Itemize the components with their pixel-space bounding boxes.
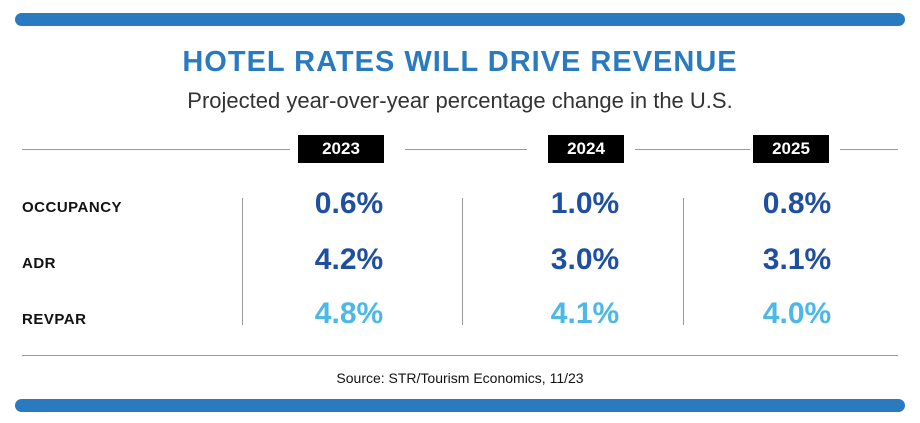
column-divider [462,198,463,325]
top-accent-bar [15,13,905,26]
header-divider [405,149,527,150]
chart-subtitle: Projected year-over-year percentage chan… [187,88,733,113]
header-divider [635,149,750,150]
value-adr-2024: 3.0% [550,243,620,276]
value-occupancy-2023: 0.6% [314,187,384,220]
row-label-occupancy: OCCUPANCY [22,199,123,216]
year-header-2024: 2024 [548,135,624,163]
column-divider [242,198,243,325]
row-label-adr: ADR [22,255,56,272]
column-divider [683,198,684,325]
value-revpar-2025: 4.0% [762,297,832,330]
year-header-2023: 2023 [298,135,384,163]
value-adr-2023: 4.2% [314,243,384,276]
value-revpar-2024: 4.1% [550,297,620,330]
source-note: Source: STR/Tourism Economics, 11/23 [336,370,584,386]
header-divider [840,149,898,150]
value-occupancy-2024: 1.0% [550,187,620,220]
footer-divider [22,355,898,356]
value-revpar-2023: 4.8% [314,297,384,330]
year-header-2025: 2025 [753,135,829,163]
header-divider [22,149,290,150]
bottom-accent-bar [15,399,905,412]
value-adr-2025: 3.1% [762,243,832,276]
value-occupancy-2025: 0.8% [762,187,832,220]
row-label-revpar: REVPAR [22,311,87,328]
chart-title: HOTEL RATES WILL DRIVE REVENUE [182,46,738,78]
